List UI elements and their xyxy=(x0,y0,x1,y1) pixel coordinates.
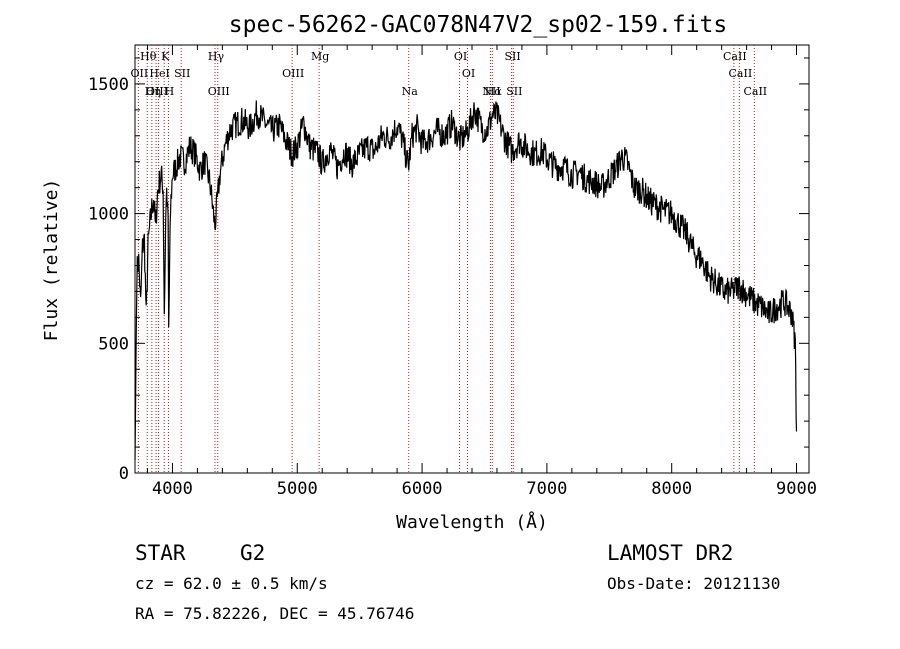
spectral-line-label: CaII xyxy=(729,67,753,80)
flux-series-line xyxy=(134,100,798,461)
spectral-line-label: CaII xyxy=(723,50,747,63)
x-axis-ticks: 4000 5000 6000 7000 8000 9000 xyxy=(146,45,817,499)
x-tick-label: 6000 xyxy=(402,479,443,499)
spectral-line-label: Mg xyxy=(311,50,329,63)
x-tick-label: 7000 xyxy=(526,479,567,499)
spectral-line-label: SII xyxy=(174,67,190,80)
spectral-line-label: Na xyxy=(402,85,419,98)
spectral-line-label: OI xyxy=(454,50,467,63)
spectral-line-label: OII xyxy=(131,67,149,80)
spectral-line-label: K xyxy=(161,50,170,63)
spectral-line-label: NII xyxy=(482,85,500,98)
y-tick-label: 1500 xyxy=(88,75,129,95)
x-tick-label: 8000 xyxy=(651,479,692,499)
spectral-line-label: OIII xyxy=(282,67,304,80)
spectral-line-label: OI xyxy=(462,67,475,80)
coordinates-text: RA = 75.82226, DEC = 45.76746 xyxy=(135,604,414,623)
spectral-line-markers xyxy=(137,45,755,473)
x-tick-label: 9000 xyxy=(776,479,817,499)
spectral-line-label: H xyxy=(165,85,175,98)
spectral-line-label: Hθ xyxy=(140,50,157,63)
object-type: STAR xyxy=(135,541,186,565)
spectral-line-label: Hη xyxy=(145,85,161,98)
plot-frame xyxy=(134,44,810,474)
chart-title: spec-56262-GAC078N47V2_sp02-159.fits xyxy=(229,12,728,38)
y-axis-label: Flux (relative) xyxy=(41,179,62,342)
spectral-subclass: G2 xyxy=(240,541,265,565)
x-axis-label: Wavelength (Å) xyxy=(396,511,548,533)
y-axis-ticks: 0 500 1000 1500 xyxy=(88,57,809,484)
spectral-line-label: OIII xyxy=(208,85,230,98)
x-tick-label: 4000 xyxy=(152,479,193,499)
spectral-line-label: OIII xyxy=(146,85,168,98)
spectral-line-label: SII xyxy=(504,50,520,63)
spectral-line-label: HeI xyxy=(149,67,169,80)
y-tick-label: 1000 xyxy=(88,205,129,225)
observation-date: Obs-Date: 20121130 xyxy=(607,574,780,593)
redshift-text: cz = 62.0 ± 0.5 km/s xyxy=(135,574,328,593)
spectral-line-label: Hα xyxy=(485,85,503,98)
x-tick-label: 5000 xyxy=(277,479,318,499)
spectral-line-label: Hγ xyxy=(208,50,225,63)
spectral-line-label: CaII xyxy=(743,85,767,98)
y-tick-label: 0 xyxy=(119,464,129,484)
survey-name: LAMOST DR2 xyxy=(607,541,733,565)
y-tick-label: 500 xyxy=(98,334,129,354)
spectral-line-label: SII xyxy=(506,85,522,98)
